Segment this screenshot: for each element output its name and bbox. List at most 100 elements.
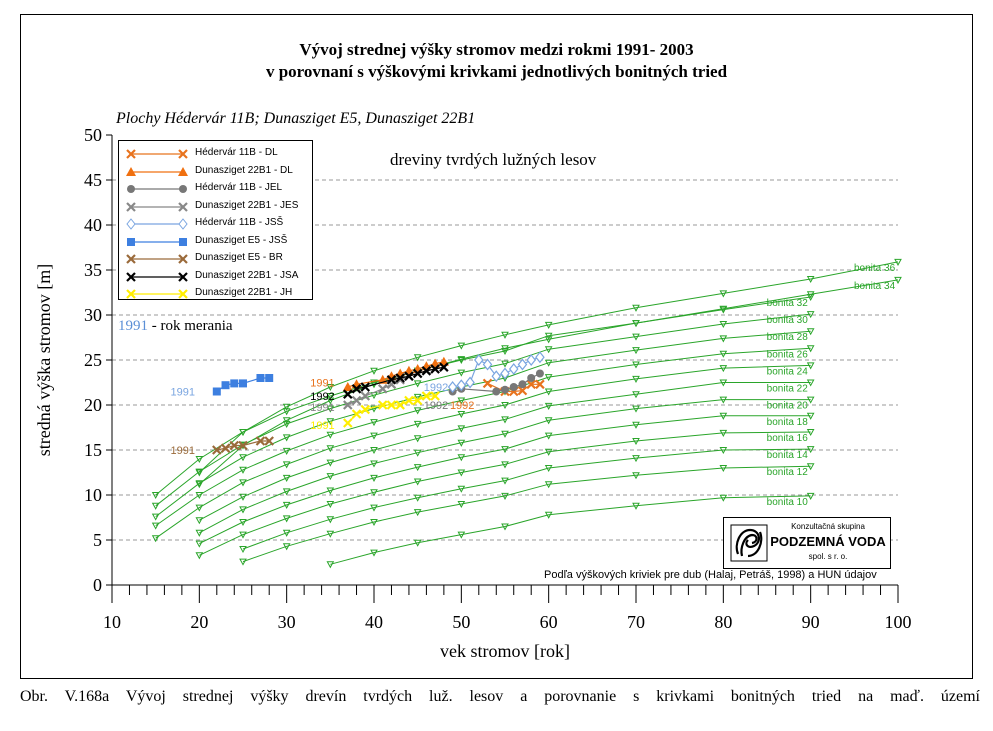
bonita-marker-7-0 — [196, 518, 202, 524]
x-tick-label-90: 90 — [802, 612, 820, 632]
legend-label: Dunasziget E5 - BR — [195, 252, 283, 263]
legend-marker — [127, 219, 135, 229]
y-tick-label-20: 20 — [84, 395, 102, 415]
x-axis-label: vek stromov [rok] — [440, 641, 570, 661]
series-4-point-7 — [510, 364, 518, 374]
logo-main-text: PODZEMNÁ VODA — [768, 534, 888, 549]
legend-swatch — [125, 198, 189, 216]
bonita-marker-10-0 — [196, 553, 202, 559]
year-label-4: 1991 — [310, 402, 334, 414]
year-note-text: - rok merania — [148, 318, 233, 334]
legend-swatch — [125, 285, 189, 303]
legend-item: Dunasziget 22B1 - JES — [119, 198, 314, 216]
y-tick-label-10: 10 — [84, 485, 102, 505]
legend-swatch — [125, 163, 189, 181]
x-tick-label-100: 100 — [885, 612, 912, 632]
logo-mark-icon — [730, 524, 768, 562]
logo: Konzultačná skupina PODZEMNÁ VODA spol. … — [723, 517, 891, 569]
y-tick-label-25: 25 — [84, 350, 102, 370]
x-tick-label-20: 20 — [190, 612, 208, 632]
year-label-8: 1992 — [450, 400, 474, 412]
legend-swatch — [125, 250, 189, 268]
legend-marker — [179, 185, 187, 193]
bonita-label-9: bonita 18 — [767, 417, 809, 428]
bonita-label-12: bonita 12 — [767, 467, 809, 478]
y-tick-label-35: 35 — [84, 260, 102, 280]
y-tick-label-50: 50 — [84, 125, 102, 145]
series-4-point-9 — [527, 355, 535, 365]
series-8-point-0 — [344, 419, 352, 427]
series-2-point-7 — [536, 370, 544, 378]
legend-label: Hédervár 11B - JSŠ — [195, 217, 283, 228]
logo-top-text: Konzultačná skupina — [768, 522, 888, 531]
legend-swatch — [125, 268, 189, 286]
y-tick-label-40: 40 — [84, 215, 102, 235]
bonita-marker-13-0 — [327, 562, 333, 568]
y-tick-label-0: 0 — [93, 575, 102, 595]
bonita-label-7: bonita 22 — [767, 384, 809, 395]
year-label-0: 1991 — [170, 387, 194, 399]
legend-swatch — [125, 215, 189, 233]
y-tick-label-5: 5 — [93, 530, 102, 550]
bonita-marker-9-0 — [196, 541, 202, 547]
series-8-point-2 — [361, 406, 369, 414]
legend-item: Hédervár 11B - JSŠ — [119, 215, 314, 233]
series-2-point-5 — [518, 380, 526, 388]
series-3-point-2 — [361, 392, 369, 400]
year-label-7: 1992 — [424, 400, 448, 412]
legend: Hédervár 11B - DL Dunasziget 22B1 - DL Héd… — [118, 140, 313, 300]
bonita-label-8: bonita 20 — [767, 401, 809, 412]
bonita-label-5: bonita 26 — [767, 349, 809, 360]
bonita-marker-5-0 — [153, 523, 159, 529]
year-label-6: 1992 — [424, 382, 448, 394]
series-4-point-10 — [536, 352, 544, 362]
legend-item: Hédervár 11B - JEL — [119, 180, 314, 198]
y-tick-label-45: 45 — [84, 170, 102, 190]
legend-marker — [127, 238, 135, 246]
bonita-marker-12-0 — [240, 559, 246, 565]
series-2-point-6 — [527, 374, 535, 382]
legend-label: Dunasziget 22B1 - JSA — [195, 270, 298, 281]
logo-sub-text: spol. s r. o. — [768, 552, 888, 561]
series-7-point-0 — [344, 390, 352, 398]
figure-caption: Obr. V.168a Vývoj strednej výšky drevín … — [20, 688, 980, 706]
legend-item: Dunasziget 22B1 - JSA — [119, 268, 314, 286]
x-tick-label-50: 50 — [452, 612, 470, 632]
legend-label: Hédervár 11B - DL — [195, 147, 278, 158]
year-note: 1991 - rok merania — [118, 318, 233, 335]
bonita-label-6: bonita 24 — [767, 366, 809, 377]
y-tick-label-15: 15 — [84, 440, 102, 460]
legend-marker — [179, 238, 187, 246]
series-5-point-1 — [222, 381, 230, 389]
x-tick-label-30: 30 — [278, 612, 296, 632]
x-tick-label-80: 80 — [714, 612, 732, 632]
legend-label: Hédervár 11B - JEL — [195, 182, 282, 193]
bonita-marker-11-0 — [240, 547, 246, 553]
series-2-point-4 — [510, 383, 518, 391]
legend-item: Dunasziget 22B1 - DL — [119, 163, 314, 181]
bonita-label-13: bonita 10 — [767, 497, 809, 508]
x-tick-label-70: 70 — [627, 612, 645, 632]
year-note-year: 1991 — [118, 318, 148, 334]
series-3-point-1 — [353, 397, 361, 405]
legend-item: Dunasziget E5 - BR — [119, 250, 314, 268]
bonita-label-2: bonita 32 — [767, 298, 809, 309]
x-tick-label-40: 40 — [365, 612, 383, 632]
series-4-point-8 — [518, 360, 526, 370]
y-tick-label-30: 30 — [84, 305, 102, 325]
year-label-5: 1991 — [310, 420, 334, 432]
legend-marker — [127, 185, 135, 193]
legend-marker — [179, 219, 187, 229]
x-tick-label-60: 60 — [540, 612, 558, 632]
bonita-label-3: bonita 30 — [767, 315, 809, 326]
y-axis-label: stredná výška stromov [m] — [34, 264, 54, 456]
series-5-point-5 — [265, 374, 273, 382]
year-label-3: 1991 — [310, 378, 334, 390]
bonita-marker-3-0 — [153, 503, 159, 509]
legend-label: Dunasziget 22B1 - JES — [195, 200, 298, 211]
legend-item: Hédervár 11B - DL — [119, 145, 314, 163]
bonita-marker-4-0 — [153, 514, 159, 520]
legend-swatch — [125, 180, 189, 198]
bonita-label-1: bonita 34 — [854, 281, 896, 292]
